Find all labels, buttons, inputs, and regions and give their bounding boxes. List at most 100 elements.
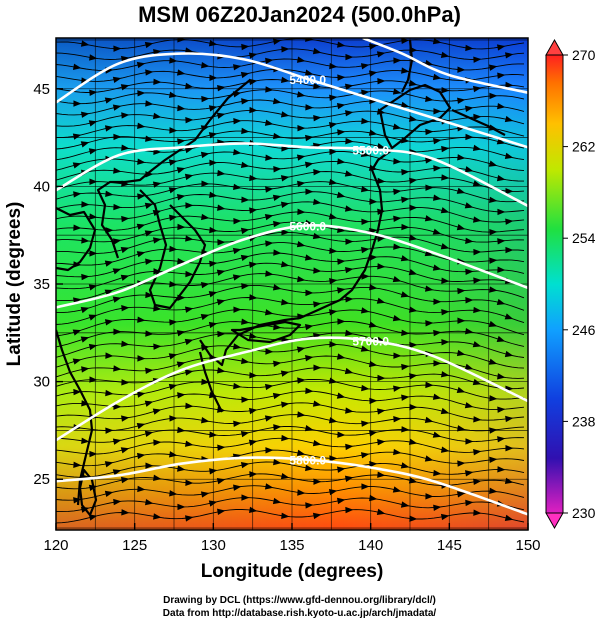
streamline-arrow: [273, 360, 282, 367]
streamline-arrow: [89, 450, 98, 458]
streamline-arrow: [312, 232, 322, 240]
streamline-arrow: [121, 415, 130, 422]
streamline-arrow: [336, 497, 346, 505]
streamline-arrow: [89, 178, 98, 185]
streamline-arrow: [368, 430, 378, 437]
streamline-arrow: [177, 138, 186, 145]
streamline-arrow: [473, 416, 482, 423]
x-tick-label: 150: [515, 537, 540, 554]
streamline-arrow: [497, 102, 506, 110]
streamline-arrow: [504, 313, 514, 320]
streamline: [56, 284, 525, 314]
streamline-arrow: [305, 104, 314, 111]
streamline-arrow: [296, 449, 306, 456]
streamline-arrow: [241, 282, 250, 290]
coastline-shikoku: [230, 320, 302, 344]
streamline-arrow: [184, 306, 194, 313]
streamline-arrow: [497, 208, 506, 216]
streamline-arrow: [105, 389, 114, 397]
streamline-arrow: [465, 499, 474, 507]
streamline-arrow: [328, 178, 338, 186]
streamline-arrow: [297, 377, 306, 384]
streamline-arrow: [296, 154, 306, 161]
streamline-arrow: [313, 198, 322, 206]
streamline-arrow: [409, 403, 418, 411]
streamline-arrow: [217, 85, 226, 92]
streamline-arrow: [336, 191, 346, 198]
contour-line: [56, 456, 528, 516]
streamline-arrow: [489, 487, 498, 495]
y-tick-label: 35: [33, 276, 50, 293]
streamline-arrow: [249, 207, 258, 214]
streamline-arrow: [112, 104, 122, 111]
streamline-arrow: [264, 383, 274, 391]
streamline-arrow: [377, 263, 386, 270]
streamline-arrow: [168, 353, 178, 360]
streamline: [56, 321, 525, 348]
streamline-arrow: [432, 194, 442, 201]
streamline-arrow: [297, 489, 306, 496]
streamline-arrow: [145, 291, 154, 299]
streamline-arrow: [336, 102, 346, 110]
streamline-arrow: [121, 215, 130, 223]
streamline-arrow: [361, 246, 370, 254]
streamline-arrow: [209, 159, 218, 167]
streamline-arrow: [393, 352, 402, 359]
contour-line: [56, 142, 528, 208]
streamline-arrow: [152, 181, 162, 188]
streamline-arrow: [433, 504, 442, 511]
streamline-arrow: [169, 214, 178, 221]
streamline-arrow: [201, 180, 210, 187]
streamline-arrow: [312, 512, 322, 520]
streamline-arrow: [184, 440, 194, 447]
colorbar-tick-label: 238: [572, 413, 596, 429]
streamline-arrow: [217, 169, 226, 177]
streamline-arrow: [496, 298, 506, 305]
colorbar-tick-label: 270: [572, 47, 596, 63]
streamline-arrow: [368, 129, 378, 136]
streamline-arrow: [177, 503, 186, 511]
streamline-arrow: [401, 394, 410, 401]
streamline-arrow: [345, 296, 354, 303]
streamline-arrow: [345, 329, 354, 337]
streamline-arrow: [360, 150, 370, 158]
streamline-arrow: [337, 287, 346, 294]
streamline-arrow: [400, 501, 410, 508]
streamline-arrow: [392, 88, 402, 95]
streamline-arrow: [177, 392, 186, 399]
streamline-arrow: [249, 261, 258, 268]
streamline-arrow: [392, 315, 402, 322]
contour-line: [362, 38, 528, 94]
streamline-arrow: [233, 118, 242, 125]
streamline-arrow: [200, 417, 210, 424]
streamline-arrow: [217, 239, 226, 246]
streamline-arrow: [433, 138, 442, 145]
streamline-arrow: [113, 203, 122, 211]
streamline-arrow: [408, 234, 418, 241]
x-tick-label: 145: [437, 537, 462, 554]
streamline: [56, 449, 525, 467]
streamline-arrow: [185, 202, 194, 209]
streamline-arrow: [401, 329, 410, 336]
streamline-arrow: [177, 104, 186, 112]
streamline-arrow: [169, 490, 178, 497]
streamline-arrow: [329, 94, 338, 102]
streamline-arrow: [328, 417, 338, 424]
streamline-arrow: [441, 338, 450, 346]
x-tick-label: 120: [43, 537, 68, 554]
streamline-arrow: [488, 160, 498, 167]
streamline-arrow: [217, 508, 226, 515]
contour-label: 5500.0: [352, 143, 389, 157]
streamline-arrow: [265, 186, 274, 193]
streamline-arrow: [496, 335, 506, 343]
streamline-arrow: [144, 202, 154, 209]
streamline-arrow: [121, 112, 130, 119]
streamline-arrow: [145, 462, 154, 469]
streamline-arrow: [265, 348, 274, 355]
streamline-arrow: [249, 78, 258, 86]
streamline-arrow: [329, 341, 338, 348]
streamline-arrow: [312, 440, 322, 447]
streamline-arrow: [73, 224, 82, 231]
streamline-arrow: [104, 461, 114, 468]
streamline-arrow: [457, 287, 466, 295]
